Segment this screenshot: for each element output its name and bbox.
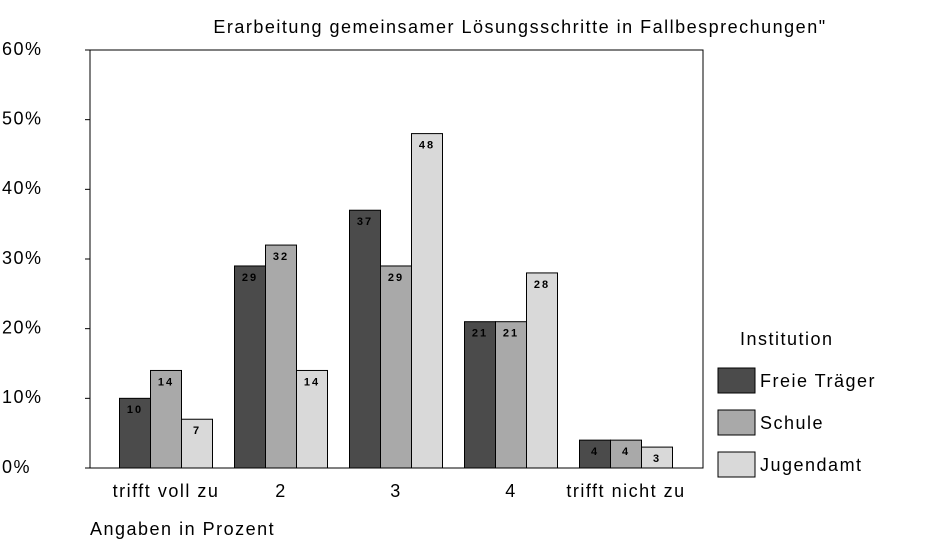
- value-label: 21: [503, 328, 519, 340]
- value-label: 28: [534, 279, 550, 291]
- y-tick-label: 10%: [2, 387, 43, 407]
- bar: [579, 439, 611, 469]
- value-label: 14: [304, 376, 320, 388]
- value-label: 4: [622, 446, 630, 458]
- x-tick-label: 4: [505, 481, 517, 501]
- value-label: 32: [273, 251, 289, 263]
- value-label: 37: [357, 216, 373, 228]
- bar: [265, 244, 297, 469]
- value-label: 7: [193, 425, 201, 437]
- y-tick-label: 20%: [2, 317, 43, 337]
- value-label: 21: [472, 328, 488, 340]
- value-label: 4: [591, 446, 599, 458]
- legend-label: Jugendamt: [760, 455, 863, 475]
- legend-swatch: [717, 367, 756, 394]
- legend-label: Freie Träger: [760, 371, 876, 391]
- value-label: 29: [242, 272, 258, 284]
- legend-swatch: [717, 451, 756, 478]
- legend-label: Schule: [760, 413, 824, 433]
- bar: [150, 369, 182, 469]
- bar: [526, 272, 558, 469]
- bar: [495, 321, 527, 469]
- bar: [464, 321, 496, 469]
- value-label: 29: [388, 272, 404, 284]
- bar: [349, 209, 381, 469]
- y-tick-label: 0%: [2, 457, 31, 477]
- x-tick-label: trifft nicht zu: [566, 481, 685, 501]
- bar: [380, 265, 412, 469]
- value-label: 3: [653, 453, 661, 465]
- chart-title: Erarbeitung gemeinsamer Lösungsschritte …: [213, 17, 826, 37]
- y-tick-label: 40%: [2, 178, 43, 198]
- value-label: 14: [158, 376, 174, 388]
- bar: [411, 133, 443, 469]
- bar: [234, 265, 266, 469]
- bar: [296, 369, 328, 469]
- bar: [181, 418, 213, 469]
- value-label: 48: [419, 140, 435, 152]
- y-tick-label: 60%: [2, 39, 43, 59]
- x-axis-label: Angaben in Prozent: [90, 519, 275, 539]
- value-label: 10: [127, 404, 143, 416]
- x-tick-label: 3: [390, 481, 402, 501]
- legend-swatch: [717, 409, 756, 436]
- x-tick-label: 2: [275, 481, 287, 501]
- y-tick-label: 50%: [2, 108, 43, 128]
- legend-title: Institution: [740, 329, 834, 349]
- bar: [641, 446, 673, 469]
- y-tick-label: 30%: [2, 248, 43, 268]
- x-tick-label: trifft voll zu: [113, 481, 220, 501]
- bar: [119, 397, 151, 469]
